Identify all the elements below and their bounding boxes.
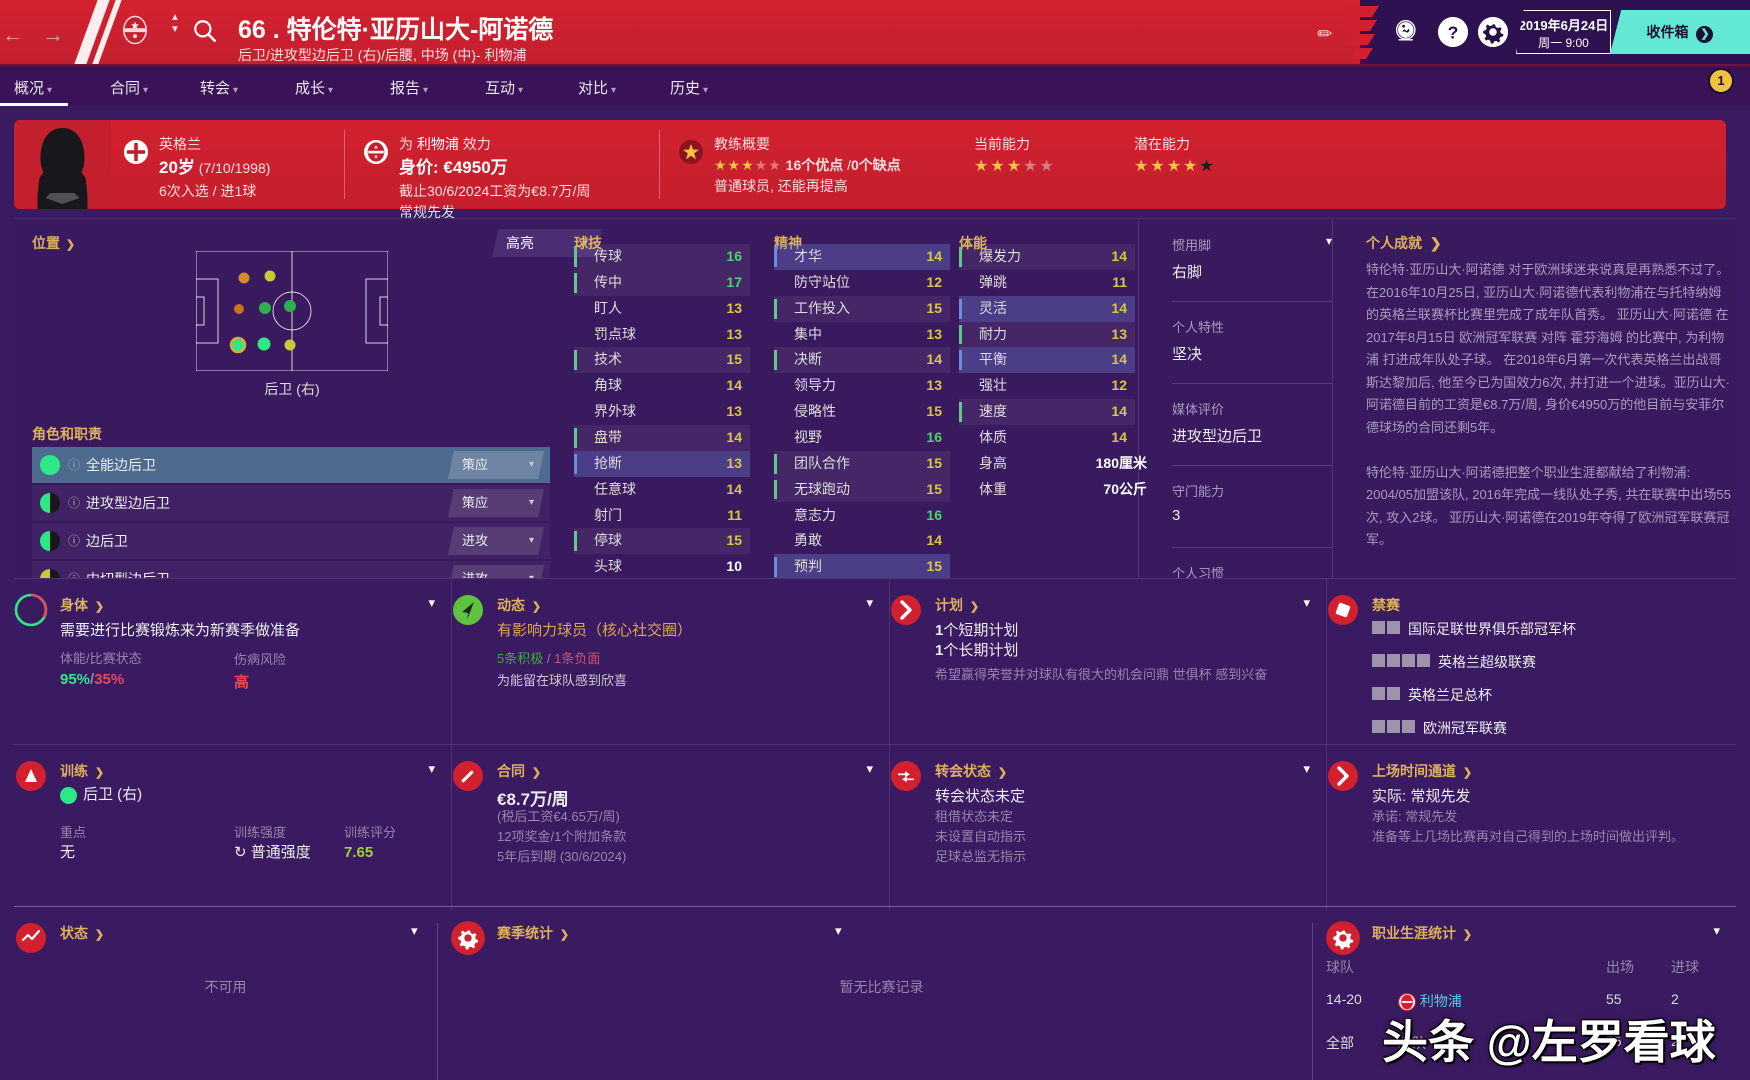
svg-text:?: ? [1448,22,1459,42]
